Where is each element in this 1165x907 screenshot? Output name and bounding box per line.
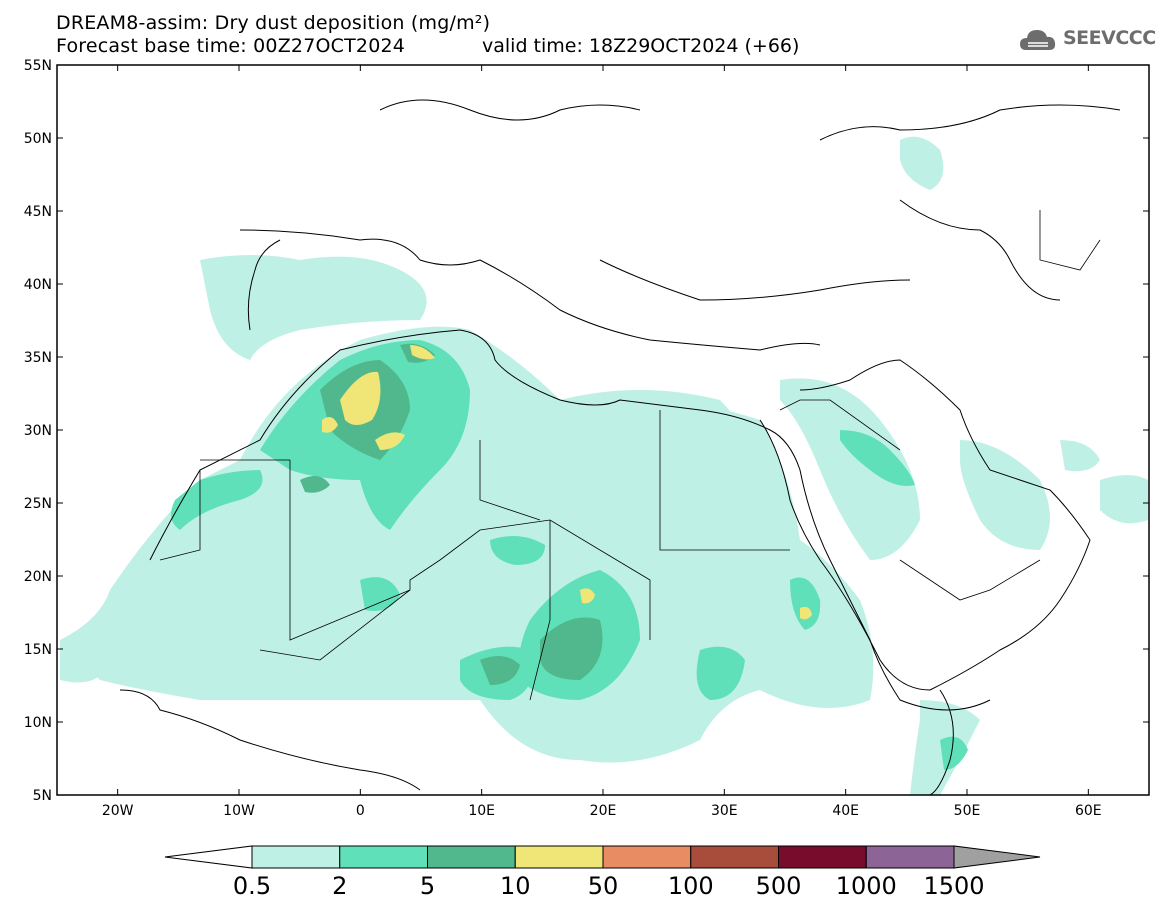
lat-tick-label: 15N bbox=[24, 642, 52, 658]
colorbar-segment bbox=[865, 845, 955, 869]
colorbar-label: 50 bbox=[587, 872, 619, 900]
colorbar-high-arrow bbox=[953, 845, 1041, 869]
colorbar-label: 5 bbox=[419, 872, 436, 900]
lon-tick-label: 50E bbox=[954, 803, 981, 819]
lon-tick-label: 20W bbox=[102, 803, 134, 819]
lat-axis: 55N 50N 45N 40N 35N 30N 25N 20N 15N 10N 5N bbox=[24, 58, 1149, 804]
colorbar-segment bbox=[602, 845, 692, 869]
lat-tick-label: 25N bbox=[24, 496, 52, 512]
lat-tick-label: 5N bbox=[33, 788, 52, 804]
dust-shading bbox=[60, 136, 1148, 795]
logo-text: SEEVCCC bbox=[1063, 27, 1156, 49]
colorbar-segment bbox=[690, 845, 779, 869]
lon-tick-label: 10W bbox=[223, 803, 255, 819]
lon-tick-label: 20E bbox=[590, 803, 617, 819]
colorbar-segment bbox=[427, 845, 516, 869]
lat-tick-label: 55N bbox=[24, 58, 52, 74]
lon-tick-label: 0 bbox=[356, 803, 365, 819]
lon-tick-label: 10E bbox=[468, 803, 495, 819]
lat-tick-label: 35N bbox=[24, 350, 52, 366]
colorbar-label: 1500 bbox=[923, 872, 985, 900]
valid-time: valid time: 18Z29OCT2024 (+66) bbox=[482, 35, 800, 57]
colorbar-label: 1000 bbox=[835, 872, 897, 900]
colorbar-label: 0.5 bbox=[232, 872, 272, 900]
colorbar-segment bbox=[251, 845, 341, 869]
colorbar-segment bbox=[778, 845, 867, 869]
colorbar-segment bbox=[339, 845, 428, 869]
lon-axis: 20W 10W 0 10E 20E 30E 40E 50E 60E bbox=[102, 65, 1102, 819]
colorbar-low-arrow bbox=[164, 845, 253, 869]
colorbar bbox=[164, 845, 1041, 869]
borders bbox=[159, 210, 1101, 701]
lat-tick-label: 10N bbox=[24, 715, 52, 731]
lat-tick-label: 30N bbox=[24, 423, 52, 439]
cloud-icon bbox=[1020, 30, 1056, 50]
lon-tick-label: 40E bbox=[832, 803, 859, 819]
lon-tick-label: 30E bbox=[711, 803, 738, 819]
lat-tick-label: 40N bbox=[24, 277, 52, 293]
colorbar-label: 500 bbox=[755, 872, 802, 900]
map-title: DREAM8-assim: Dry dust deposition (mg/m²… bbox=[56, 12, 491, 34]
colorbar-label: 2 bbox=[332, 872, 348, 900]
coastlines bbox=[119, 99, 1121, 795]
lat-tick-label: 20N bbox=[24, 569, 52, 585]
lat-tick-label: 45N bbox=[24, 204, 52, 220]
lat-tick-label: 50N bbox=[24, 131, 52, 147]
forecast-base-time: Forecast base time: 00Z27OCT2024 bbox=[56, 35, 406, 57]
colorbar-segment bbox=[514, 845, 604, 869]
colorbar-label: 10 bbox=[499, 872, 531, 900]
lon-tick-label: 60E bbox=[1075, 803, 1102, 819]
colorbar-label: 100 bbox=[667, 872, 714, 900]
